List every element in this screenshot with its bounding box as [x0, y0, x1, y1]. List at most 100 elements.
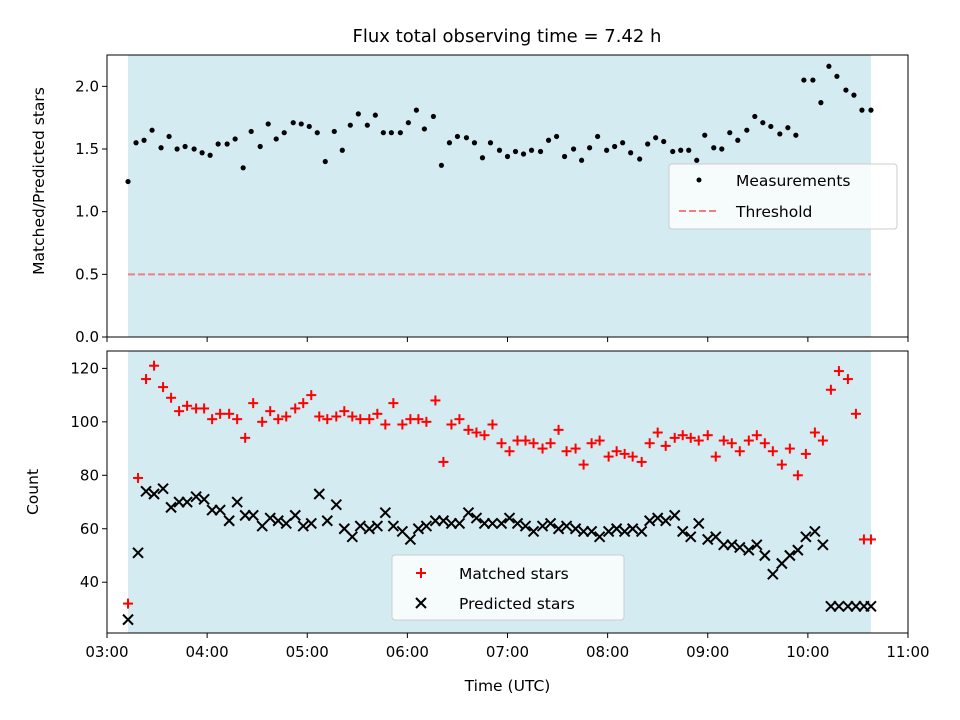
predicted-point [511, 517, 524, 530]
matched-point [281, 411, 292, 422]
matched-point [553, 424, 564, 435]
measurement-point [347, 122, 353, 128]
measurement-point [752, 113, 758, 120]
matched-point [702, 430, 713, 441]
measurement-point [290, 120, 296, 126]
predicted-point [453, 517, 466, 530]
measurement-point [604, 147, 610, 153]
x-axis-label: Time (UTC) [464, 677, 551, 695]
matched-point [380, 419, 391, 430]
predicted-point [759, 549, 771, 562]
predicted-point [635, 525, 648, 538]
measurement-point [545, 137, 552, 143]
chart-title: Flux total observing time = 7.42 h [353, 26, 662, 47]
matched-point [603, 451, 614, 462]
predicted-point [140, 485, 152, 498]
legend-predicted-cross [415, 597, 427, 609]
predicted-point [693, 517, 705, 530]
matched-point [693, 435, 704, 446]
matched-point [759, 438, 770, 449]
bottom-xtick-label-1: 04:00 [186, 643, 229, 661]
predicted-point [387, 520, 400, 532]
measurement-point [430, 113, 437, 120]
measurement-point [595, 133, 601, 140]
legend-matched-plus [416, 568, 426, 578]
predicted-point [122, 613, 134, 626]
measurement-point [306, 123, 312, 130]
matched-point [751, 430, 762, 441]
measurement-point [686, 147, 692, 153]
predicted-point [247, 509, 259, 522]
matched-point [182, 400, 193, 411]
measurement-point [512, 148, 519, 155]
bottom-panel: 40 60 80 100 120 03:00 04:00 05:00 06:00 07:00 08… [24, 350, 930, 695]
matched-point [413, 414, 424, 425]
measurement-point [322, 158, 328, 165]
measurement-point [298, 121, 304, 127]
matched-point [471, 427, 482, 438]
predicted-point [462, 507, 475, 519]
matched-point [355, 414, 366, 425]
predicted-point [651, 512, 664, 524]
measurement-point [553, 133, 560, 140]
measurement-point [215, 141, 221, 147]
measurement-point [281, 130, 287, 136]
predicted-point [503, 512, 516, 524]
bottom-xtick-label-3: 06:00 [386, 643, 429, 661]
measurement-point [645, 141, 651, 147]
predicted-point [404, 533, 417, 546]
matched-point [685, 432, 696, 443]
measurement-point [372, 112, 378, 118]
legend-measurements-label: Measurements [736, 172, 851, 190]
measurement-point [149, 127, 155, 133]
matched-point [487, 419, 498, 430]
predicted-point [214, 504, 226, 516]
matched-point [850, 408, 861, 419]
measurement-point [133, 140, 139, 146]
legend-threshold-label: Threshold [735, 203, 812, 221]
matched-point [619, 448, 630, 459]
measurement-point [670, 148, 676, 155]
predicted-point [132, 547, 144, 559]
measurement-point [851, 92, 857, 98]
measurement-point [653, 135, 659, 141]
measurement-point [331, 128, 337, 135]
matched-point [537, 443, 548, 454]
measurement-point [199, 150, 205, 156]
predicted-point [659, 515, 672, 527]
matched-point [314, 411, 325, 422]
predicted-point [231, 496, 243, 508]
measurement-point [694, 157, 700, 163]
matched-point [463, 424, 474, 435]
measurement-point [760, 120, 766, 126]
predicted-point [321, 515, 333, 527]
matched-point [273, 414, 284, 425]
legend-matched-label: Matched stars [459, 565, 569, 583]
matched-point [479, 430, 490, 441]
measurement-point [612, 143, 618, 150]
measurement-point [834, 73, 840, 79]
matched-point [817, 435, 828, 446]
measurement-point [587, 145, 593, 151]
measurement-point [628, 150, 634, 156]
matched-point [446, 419, 457, 430]
measurement-point [801, 77, 807, 83]
measurement-point [166, 133, 172, 140]
predicted-point [536, 520, 549, 532]
matched-point [290, 403, 301, 414]
predicted-point [181, 496, 193, 508]
matched-point [792, 470, 803, 481]
bottom-ytick-label-3: 100 [70, 413, 99, 431]
matched-point [726, 438, 737, 449]
measurement-point [785, 125, 791, 131]
legend-matched-marker [416, 568, 426, 578]
measurement-point [314, 130, 320, 136]
measurement-point [240, 165, 246, 171]
measurement-point [397, 130, 403, 136]
measurement-point [793, 132, 799, 138]
top-ytick-label-1: 0.5 [75, 265, 99, 283]
predicted-point [157, 482, 169, 495]
predicted-point [833, 600, 845, 612]
matched-point [586, 438, 597, 449]
matched-point [158, 382, 169, 393]
